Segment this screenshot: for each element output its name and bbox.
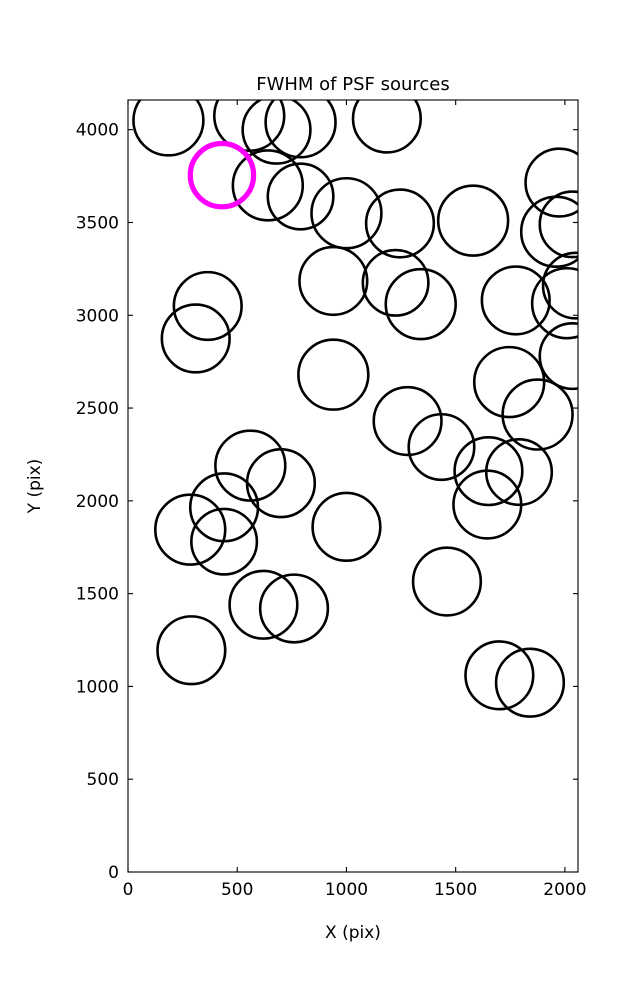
x-tick-label: 1000 xyxy=(325,880,368,900)
y-axis-ticks: 0 500 1000 1500 2000 2500 3000 3500 4000 xyxy=(76,121,578,883)
axes-frame xyxy=(127,99,579,873)
psf-source-circle xyxy=(154,493,227,566)
psf-source-circle xyxy=(311,491,382,562)
psf-source-circle xyxy=(297,338,370,411)
y-tick-label: 3500 xyxy=(76,213,119,233)
psf-source-circle xyxy=(524,147,578,218)
x-axis-ticks: 0 500 1000 1500 2000 xyxy=(123,100,587,900)
psf-source-circle xyxy=(266,162,335,231)
psf-source-circle xyxy=(407,412,476,482)
psf-source-circle xyxy=(160,303,231,374)
x-tick-label: 2000 xyxy=(543,880,586,900)
psf-source-circle xyxy=(453,435,524,507)
psf-source-circle xyxy=(264,100,337,159)
psf-source-circle xyxy=(464,640,535,711)
psf-source-circle xyxy=(351,100,423,154)
psf-source-circle xyxy=(372,385,443,457)
psf-source-circle xyxy=(258,573,330,644)
psf-source-circle xyxy=(214,429,287,502)
x-axis-label: X (pix) xyxy=(325,923,381,943)
psf-source-circle xyxy=(530,266,578,340)
y-tick-label: 3000 xyxy=(76,306,119,326)
y-tick-label: 500 xyxy=(87,770,119,790)
plot-title-group: FWHM of PSF sources xyxy=(256,74,450,95)
y-tick-label: 2000 xyxy=(76,492,119,512)
x-tick-label: 1500 xyxy=(434,880,477,900)
psf-source-circle xyxy=(501,378,574,451)
x-tick-label: 0 xyxy=(123,880,134,900)
y-tick-label: 1500 xyxy=(76,585,119,605)
psf-source-circle xyxy=(452,469,523,540)
selected-source-circle xyxy=(187,140,257,210)
psf-source-circle xyxy=(436,184,510,257)
psf-source-circle xyxy=(310,176,383,250)
psf-source-circle xyxy=(156,615,227,686)
psf-source-circle xyxy=(538,190,578,259)
psf-source-circle xyxy=(484,438,554,507)
psf-source-circle xyxy=(494,647,566,718)
psf-source-circle xyxy=(298,245,369,317)
psf-source-circle xyxy=(480,265,551,336)
psf-source-circle xyxy=(411,546,483,617)
psf-source-circle xyxy=(132,100,205,157)
page-title: FWHM of PSF sources xyxy=(256,74,450,95)
psf-source-circle xyxy=(241,100,312,165)
y-tick-label: 1000 xyxy=(76,677,119,697)
psf-source-circle xyxy=(472,345,546,419)
psf-source-circle xyxy=(541,251,578,320)
psf-source-circle xyxy=(228,569,299,640)
y-tick-label: 0 xyxy=(108,863,119,883)
psf-source-circle xyxy=(538,322,578,391)
psf-source-circle xyxy=(361,248,430,317)
y-tick-label: 2500 xyxy=(76,399,119,419)
psf-source-circle xyxy=(384,267,457,341)
psf-source-circle xyxy=(231,149,305,222)
data-circles-layer xyxy=(132,100,578,718)
y-tick-label: 4000 xyxy=(76,121,119,141)
psf-source-circle xyxy=(519,195,578,268)
x-tick-label: 500 xyxy=(221,880,253,900)
psf-source-circle xyxy=(190,507,259,576)
psf-source-circle xyxy=(172,270,243,342)
psf-source-circle xyxy=(364,188,436,259)
y-axis-label: Y (pix) xyxy=(25,459,45,515)
plot-frame xyxy=(127,99,579,873)
